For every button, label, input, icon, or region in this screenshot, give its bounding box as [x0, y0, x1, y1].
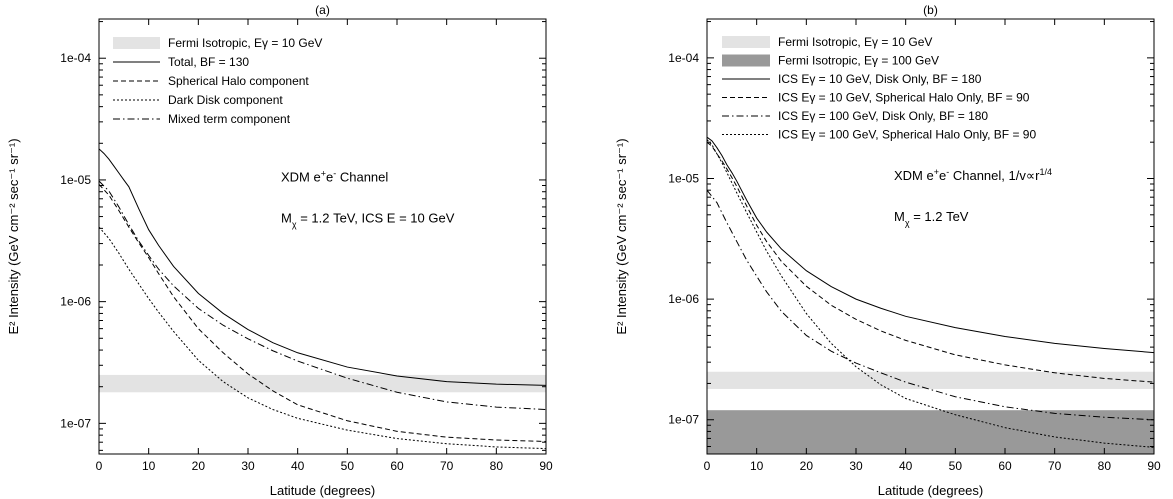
- fermi-band-1: [707, 371, 1154, 389]
- legend-band-swatch: [113, 37, 160, 49]
- annotation-part: M: [894, 209, 905, 224]
- x-tick-label: 30: [849, 459, 863, 473]
- annotation: Mχ = 1.2 TeV, ICS E = 10 GeV: [281, 211, 455, 230]
- annotation-part: Channel: [336, 169, 388, 184]
- x-tick-label: 30: [241, 459, 255, 473]
- x-tick-label: 70: [1048, 459, 1062, 473]
- legend-entry: Total, BF = 130: [168, 55, 249, 69]
- legend-entry: ICS Eγ = 100 GeV, Disk Only, BF = 180: [778, 109, 988, 123]
- y-tick-label: 1e-07: [60, 416, 91, 430]
- series-line-4: [99, 180, 546, 410]
- annotation-part: -: [946, 167, 949, 177]
- y-tick-label: 1e-04: [668, 51, 699, 65]
- annotation: XDM e+e- Channel, 1/v∝r1/4: [894, 167, 1052, 183]
- y-tick-label: 1e-05: [60, 173, 91, 187]
- x-tick-label: 0: [704, 459, 711, 473]
- x-tick-label: 50: [949, 459, 963, 473]
- y-axis-label: E² Intensity (GeV cm⁻² sec⁻¹ sr⁻¹): [6, 138, 21, 334]
- x-tick-label: 80: [1098, 459, 1112, 473]
- panel-label: (b): [923, 3, 938, 17]
- series-line-1: [707, 136, 1154, 354]
- x-tick-label: 40: [291, 459, 305, 473]
- annotation-part: -: [333, 168, 336, 178]
- plot-frame: [98, 18, 547, 455]
- y-tick-label: 1e-07: [668, 413, 699, 427]
- x-tick-label: 40: [899, 459, 913, 473]
- x-tick-label: 70: [440, 459, 454, 473]
- annotation-part: = 1.2 TeV: [910, 209, 969, 224]
- x-tick-label: 10: [750, 459, 764, 473]
- series-line-3: [707, 189, 1154, 421]
- fermi-band-2: [707, 410, 1154, 454]
- x-tick-label: 0: [96, 459, 103, 473]
- annotation-part: M: [281, 211, 292, 226]
- annotation-part: +: [321, 168, 326, 178]
- legend-entry: ICS Eγ = 10 GeV, Spherical Halo Only, BF…: [778, 91, 1030, 105]
- series-line-1: [99, 148, 546, 386]
- x-tick-label: 10: [142, 459, 156, 473]
- legend-entry: Fermi Isotropic, Eγ = 10 GeV: [778, 35, 932, 49]
- y-axis-label: E² Intensity (GeV cm⁻² sec⁻¹ sr⁻¹): [614, 138, 629, 334]
- series-line-2: [99, 184, 546, 442]
- series-line-3: [99, 226, 546, 450]
- x-axis-label: Latitude (degrees): [270, 483, 376, 498]
- annotation-part: XDM e: [281, 169, 321, 184]
- annotation-part: χ: [905, 218, 910, 228]
- annotation-part: e: [939, 168, 946, 183]
- plot-frame: [706, 18, 1155, 455]
- annotation-part: +: [934, 167, 939, 177]
- x-axis-label: Latitude (degrees): [878, 483, 984, 498]
- legend-entry: ICS Eγ = 10 GeV, Disk Only, BF = 180: [778, 72, 982, 86]
- legend-entry: Dark Disk component: [168, 93, 283, 107]
- annotation-part: e: [326, 169, 333, 184]
- legend-band-swatch: [722, 54, 770, 67]
- fermi-band-1: [99, 374, 546, 393]
- legend-entry: Fermi Isotropic, Eγ = 10 GeV: [168, 36, 322, 50]
- y-tick-label: 1e-06: [60, 295, 91, 309]
- annotation-part: Channel, 1/v∝r: [949, 168, 1040, 183]
- series-line-4: [707, 139, 1154, 448]
- panel-a: 0 10 20 30 40 50 60 70 80 90 1e-07 1e-06 1e-05 1e-04 (…: [6, 3, 553, 498]
- y-tick-label: 1e-05: [668, 171, 699, 185]
- y-tick-label: 1e-04: [60, 51, 91, 65]
- panel-b: 0 10 20 30 40 50 60 70 80 90 1e-07 1e-06 1e-05 1e-04 (…: [614, 3, 1161, 498]
- legend-entry: ICS Eγ = 100 GeV, Spherical Halo Only, B…: [778, 128, 1036, 142]
- annotation: Mχ = 1.2 TeV: [894, 209, 969, 228]
- x-tick-label: 50: [341, 459, 355, 473]
- legend-band-swatch: [722, 36, 770, 48]
- x-tick-label: 60: [998, 459, 1012, 473]
- panel-label: (a): [315, 3, 330, 17]
- legend-entry: Mixed term component: [168, 112, 291, 126]
- x-tick-label: 80: [490, 459, 504, 473]
- annotation: XDM e+e- Channel: [281, 168, 388, 184]
- y-tick-label: 1e-06: [668, 292, 699, 306]
- x-tick-label: 60: [390, 459, 404, 473]
- series-line-2: [707, 141, 1154, 383]
- annotation-part: XDM e: [894, 168, 934, 183]
- legend-entry: Spherical Halo component: [168, 74, 309, 88]
- x-tick-label: 90: [539, 459, 553, 473]
- legend-entry: Fermi Isotropic, Eγ = 100 GeV: [778, 54, 939, 68]
- annotation-part: = 1.2 TeV, ICS E = 10 GeV: [297, 211, 455, 226]
- annotation-part: 1/4: [1039, 167, 1052, 177]
- x-tick-label: 20: [800, 459, 814, 473]
- annotation-part: χ: [292, 220, 297, 230]
- x-tick-label: 20: [192, 459, 206, 473]
- x-tick-label: 90: [1147, 459, 1161, 473]
